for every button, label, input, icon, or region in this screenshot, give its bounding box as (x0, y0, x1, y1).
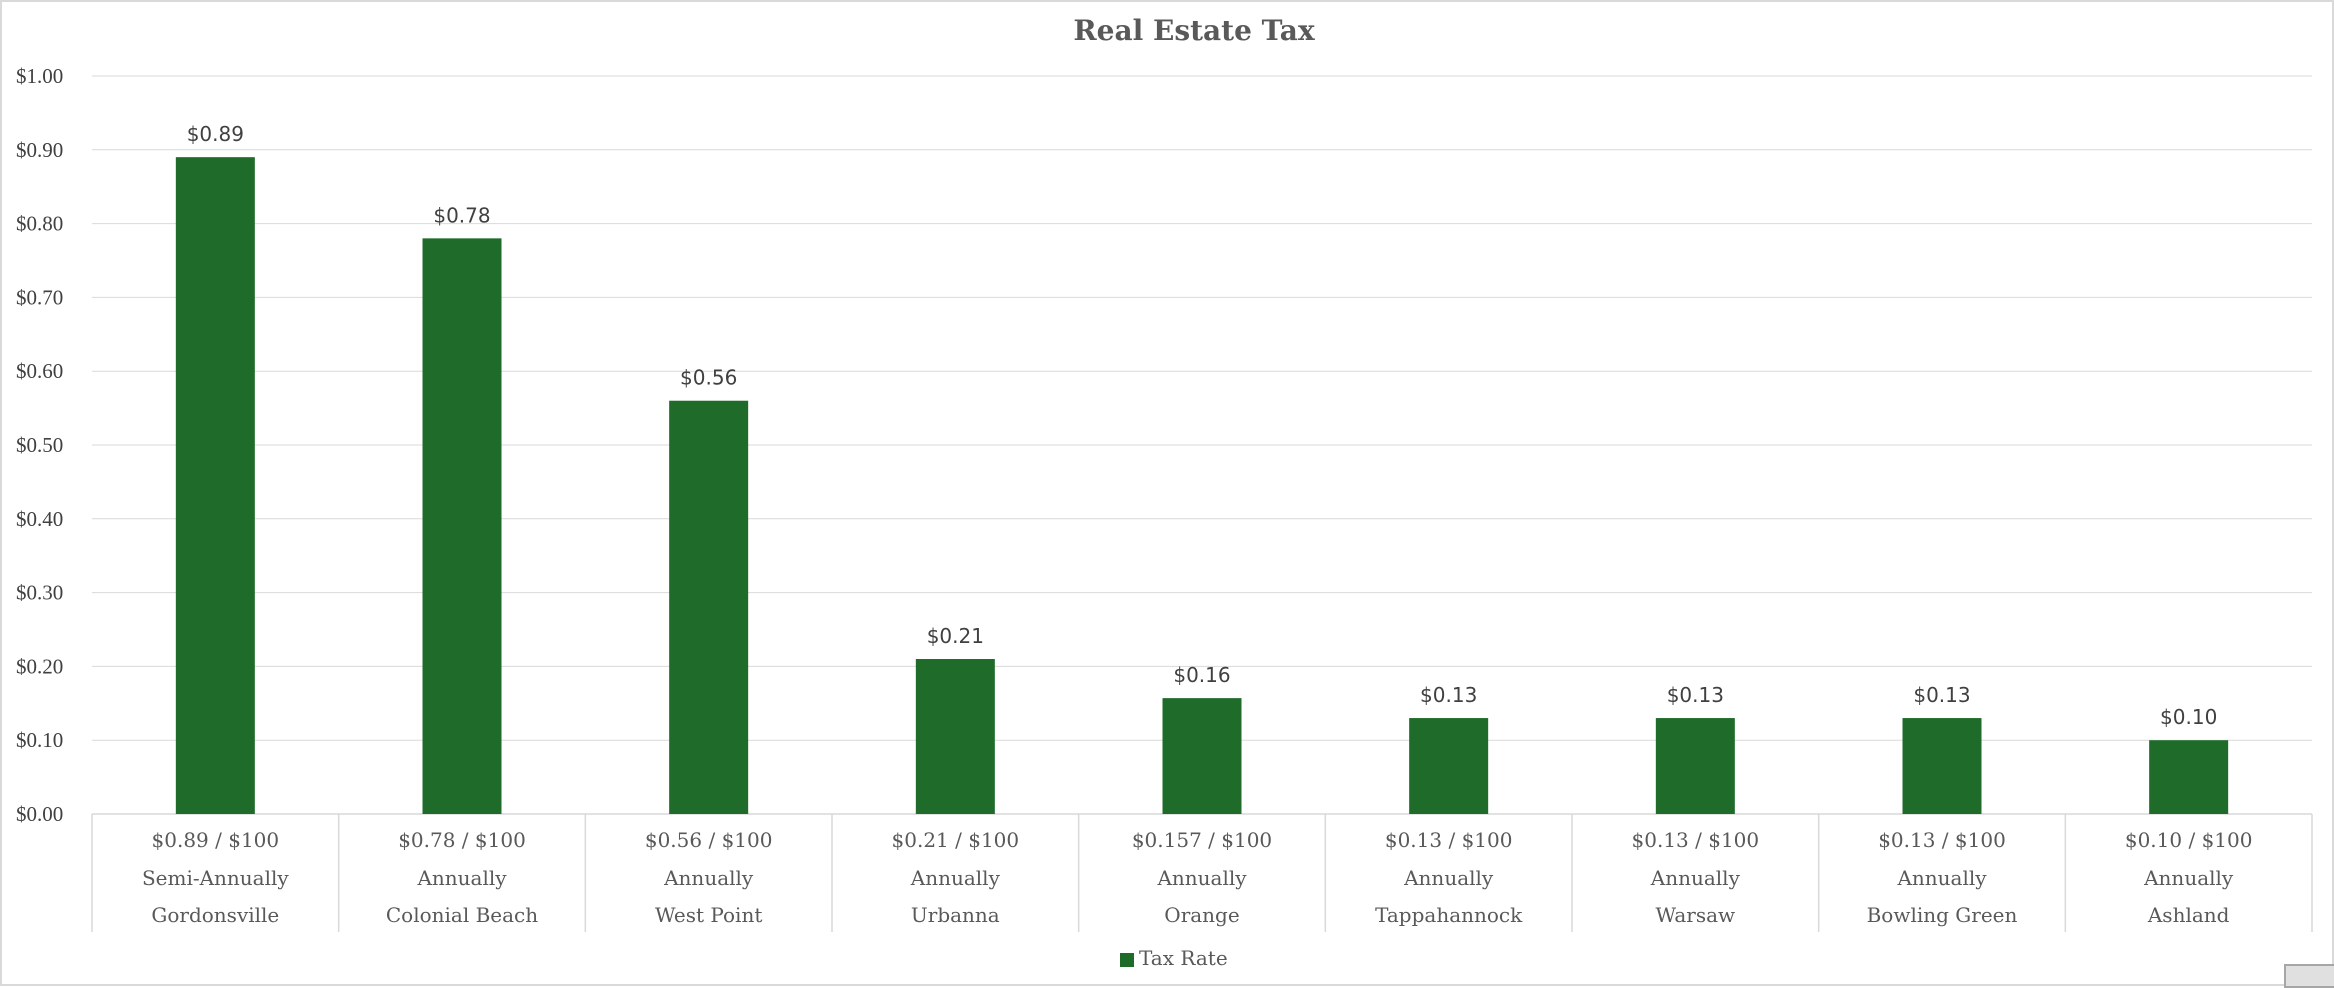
category-frequency-label: Semi-Annually (142, 866, 289, 890)
legend-label: Tax Rate (1139, 946, 1228, 970)
bar (1409, 718, 1489, 814)
y-tick-label: $0.60 (16, 359, 63, 383)
y-tick-label: $0.30 (16, 581, 63, 605)
bar (422, 238, 502, 815)
y-tick-label: $0.50 (16, 433, 63, 457)
category-rate-label: $0.56 / $100 (645, 828, 773, 852)
category-town-label: Ashland (2147, 903, 2230, 927)
category-rate-label: $0.21 / $100 (892, 828, 1020, 852)
category-frequency-label: Annually (1896, 866, 1987, 890)
data-label: $0.13 (1667, 683, 1724, 707)
bar (2149, 740, 2229, 814)
category-rate-label: $0.13 / $100 (1878, 828, 2006, 852)
data-label: $0.21 (927, 624, 984, 648)
resize-handle[interactable] (2284, 964, 2334, 988)
data-label: $0.13 (1420, 683, 1477, 707)
y-tick-label: $0.70 (16, 285, 63, 309)
category-town-label: Urbanna (911, 903, 1000, 927)
category-rate-label: $0.10 / $100 (2125, 828, 2253, 852)
y-tick-label: $0.40 (16, 507, 63, 531)
data-label: $0.78 (433, 203, 490, 227)
chart-title: Real Estate Tax (1073, 14, 1315, 47)
category-frequency-label: Annually (1156, 866, 1247, 890)
category-town-label: Tappahannock (1375, 903, 1523, 927)
y-tick-label: $0.20 (16, 654, 63, 678)
bar (175, 157, 255, 814)
category-frequency-label: Annually (2143, 866, 2234, 890)
y-tick-label: $0.00 (16, 802, 63, 826)
category-rate-label: $0.13 / $100 (1632, 828, 1760, 852)
y-tick-label: $0.80 (16, 212, 63, 236)
bar (1655, 718, 1735, 814)
category-frequency-label: Annually (416, 866, 507, 890)
bars (175, 157, 2229, 815)
data-label: $0.13 (1913, 683, 1970, 707)
category-town-label: West Point (655, 903, 762, 927)
category-rate-label: $0.157 / $100 (1132, 828, 1272, 852)
category-frequency-label: Annually (1403, 866, 1494, 890)
bar (1902, 718, 1982, 814)
y-tick-label: $1.00 (16, 64, 63, 88)
data-labels: $0.89 $0.78 $0.56 $0.21 $0.16 $0.13 $0.13 $0.13… (187, 122, 2218, 729)
bar (915, 659, 995, 814)
bar (669, 400, 749, 814)
legend: Tax Rate (1120, 946, 1228, 970)
data-label: $0.10 (2160, 705, 2217, 729)
data-label: $0.16 (1173, 663, 1230, 687)
category-frequency-label: Annually (910, 866, 1001, 890)
data-label: $0.56 (680, 366, 737, 390)
category-frequency-label: Annually (663, 866, 754, 890)
data-label: $0.89 (187, 122, 244, 146)
category-town-label: Gordonsville (151, 903, 279, 927)
category-frequency-label: Annually (1650, 866, 1741, 890)
bar (1162, 698, 1242, 814)
y-tick-label: $0.10 (16, 728, 63, 752)
legend-swatch (1120, 953, 1134, 967)
category-town-label: Warsaw (1656, 903, 1736, 927)
category-rate-label: $0.89 / $100 (152, 828, 280, 852)
category-town-label: Orange (1164, 903, 1239, 927)
category-town-label: Colonial Beach (386, 903, 538, 927)
y-tick-label: $0.90 (16, 138, 63, 162)
category-town-label: Bowling Green (1867, 903, 2018, 927)
category-rate-label: $0.78 / $100 (398, 828, 526, 852)
category-axis: $0.89 / $100 Semi-Annually Gordonsville $0.… (91, 814, 2313, 932)
category-rate-label: $0.13 / $100 (1385, 828, 1513, 852)
y-axis-ticks: $0.00 $0.10 $0.20 $0.30 $0.40 $0.50 $0.60 $0.70… (16, 64, 63, 826)
